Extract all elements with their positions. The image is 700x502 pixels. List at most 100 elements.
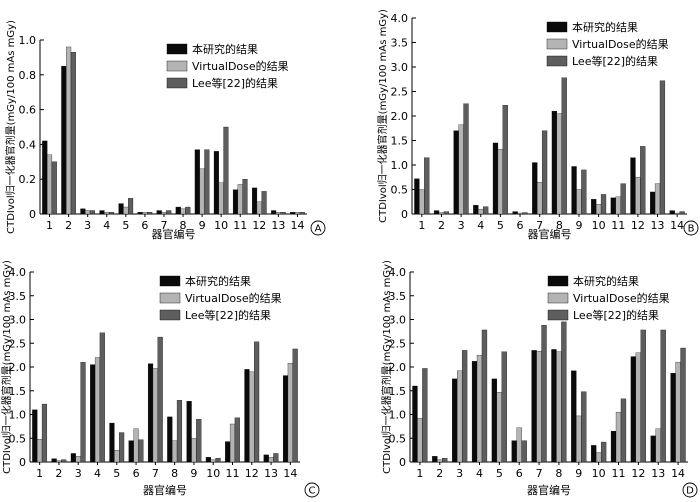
x-tick-label: 5 <box>122 219 129 232</box>
x-tick-label: 2 <box>65 219 72 232</box>
bar-1-organ-6 <box>128 440 134 463</box>
y-tick-label: 2.5 <box>391 86 409 99</box>
bar-3-organ-12 <box>254 341 260 463</box>
bar-1-organ-11 <box>610 197 616 215</box>
panel-label: D <box>686 486 694 497</box>
y-tick-label: 3.5 <box>389 290 407 303</box>
bar-2-organ-8 <box>556 351 562 463</box>
y-axis-title: CTDIvol归一化器官剂量(mGy/100 mAs mGy) <box>0 260 13 474</box>
bar-3-organ-2 <box>443 211 449 215</box>
x-tick-label: 4 <box>477 219 484 232</box>
x-tick-label: 8 <box>180 219 187 232</box>
bar-3-organ-14 <box>299 212 305 215</box>
bar-3-organ-11 <box>234 417 240 463</box>
x-tick-label: 14 <box>283 467 297 480</box>
legend-label-1: 本研究的结果 <box>185 274 251 288</box>
panel-label: C <box>309 486 316 497</box>
bar-2-organ-12 <box>249 371 255 463</box>
x-tick-label: 1 <box>46 219 53 232</box>
bar-1-organ-11 <box>225 441 231 463</box>
bar-2-organ-6 <box>142 212 148 215</box>
bar-1-organ-3 <box>452 378 458 463</box>
bar-1-organ-14 <box>290 212 296 215</box>
x-tick-label: 3 <box>456 467 463 480</box>
x-tick-label: 2 <box>438 219 445 232</box>
x-axis-title: 器官编号 <box>143 483 187 497</box>
legend-swatch-1 <box>166 43 188 55</box>
legend-label-1: 本研究的结果 <box>573 274 639 288</box>
bar-2-organ-7 <box>537 181 543 215</box>
legend-label-2: VirtualDose的结果 <box>192 59 289 73</box>
bar-2-organ-12 <box>635 177 641 215</box>
bar-2-organ-4 <box>94 357 101 463</box>
bar-3-organ-11 <box>620 398 627 463</box>
bar-3-organ-5 <box>502 105 508 215</box>
bar-1-organ-8 <box>551 110 558 215</box>
bar-3-organ-8 <box>561 321 567 463</box>
bar-2-organ-2 <box>56 460 62 463</box>
y-tick-label: 2.0 <box>391 110 409 123</box>
bar-1-organ-1 <box>32 409 38 463</box>
y-tick-label: 2.0 <box>9 361 27 374</box>
bar-3-organ-3 <box>463 103 469 215</box>
bar-1-organ-11 <box>232 189 239 215</box>
y-tick-label: 0 <box>19 456 26 469</box>
bar-3-organ-1 <box>422 368 428 463</box>
x-tick-label: 6 <box>516 467 523 480</box>
bar-2-organ-14 <box>674 212 680 215</box>
bar-3-organ-13 <box>660 329 666 463</box>
x-tick-label: 5 <box>113 467 120 480</box>
panel-label-circle <box>304 482 320 498</box>
chart-panel-d: 00.51.01.52.02.53.03.54.01 2 3 4 5 6 7 8 9 10 11 12… <box>380 260 698 498</box>
legend-label-2: VirtualDose的结果 <box>572 37 669 51</box>
panel-label: B <box>688 224 695 235</box>
x-tick-label: 7 <box>160 219 167 232</box>
bar-3-organ-10 <box>215 458 221 463</box>
bar-2-organ-11 <box>615 196 621 215</box>
y-tick-label: 1.0 <box>391 159 409 172</box>
bar-3-organ-3 <box>80 362 86 463</box>
x-tick-label: 13 <box>651 467 665 480</box>
x-tick-label: 12 <box>631 467 645 480</box>
bar-1-organ-2 <box>51 458 57 463</box>
bar-1-organ-12 <box>630 157 636 215</box>
bar-1-organ-5 <box>492 142 499 215</box>
x-tick-label: 4 <box>476 467 483 480</box>
y-tick-label: 0 <box>399 456 406 469</box>
bar-3-organ-13 <box>280 212 286 215</box>
bar-2-organ-14 <box>675 362 681 463</box>
bar-3-organ-4 <box>481 329 488 463</box>
y-tick-label: 2.0 <box>389 361 407 374</box>
bar-2-organ-2 <box>437 459 443 463</box>
bar-3-organ-10 <box>223 126 229 215</box>
bar-1-organ-12 <box>630 356 637 463</box>
bar-2-organ-12 <box>256 201 262 215</box>
bar-2-organ-3 <box>458 124 464 215</box>
bar-3-organ-1 <box>51 161 57 215</box>
bar-3-organ-14 <box>292 348 298 463</box>
y-tick-label: 0.5 <box>389 432 407 445</box>
legend-swatch-3 <box>166 77 188 89</box>
bar-1-organ-3 <box>453 130 459 215</box>
y-tick-label: 0 <box>401 208 408 221</box>
bar-2-organ-14 <box>294 212 300 215</box>
x-tick-label: 1 <box>418 219 425 232</box>
bar-3-organ-12 <box>640 146 646 215</box>
legend-swatch-1 <box>547 275 569 287</box>
bar-2-organ-7 <box>161 212 167 215</box>
x-tick-label: 10 <box>592 467 606 480</box>
bar-1-organ-13 <box>650 191 656 215</box>
bar-1-organ-9 <box>571 166 577 215</box>
bar-1-organ-10 <box>591 445 597 463</box>
y-tick-label: 4.0 <box>389 266 407 279</box>
legend-label-2: VirtualDose的结果 <box>573 291 670 305</box>
y-tick-label: 0.5 <box>9 432 27 445</box>
bar-2-organ-6 <box>133 428 139 463</box>
x-tick-label: 7 <box>536 467 543 480</box>
legend-label-1: 本研究的结果 <box>192 42 258 56</box>
bar-1-organ-9 <box>194 149 200 215</box>
y-axis-title: CTDIvol归一化器官剂量(mGy/100 mAs mGy) <box>380 260 393 474</box>
bar-3-organ-3 <box>461 350 468 463</box>
bar-3-organ-2 <box>442 458 448 463</box>
x-tick-label: 3 <box>75 467 82 480</box>
